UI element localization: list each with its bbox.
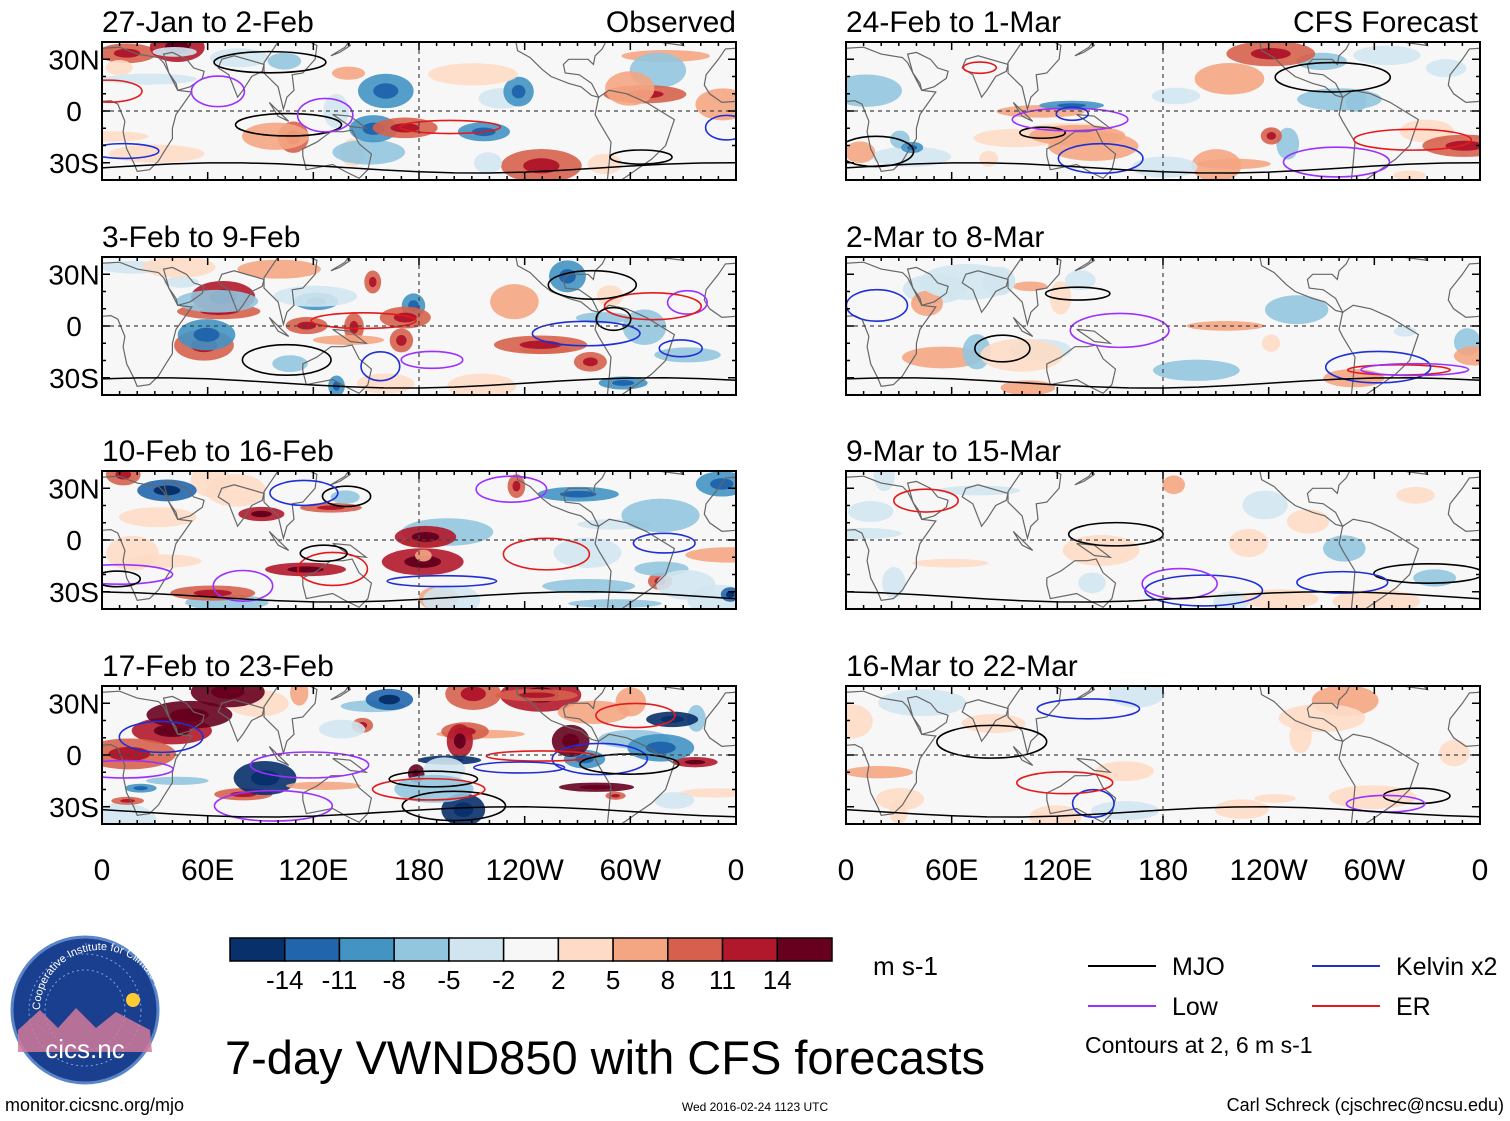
lon-tick-label: 60W xyxy=(1343,854,1405,887)
legend-note: Contours at 2, 6 m s-1 xyxy=(1085,1032,1313,1058)
lon-tick-label: 0 xyxy=(728,854,745,887)
coastlines xyxy=(102,686,736,824)
colorbar-swatch xyxy=(338,937,395,962)
longitude-axis-left: 0 60E 120E 180 120W 60W 0 xyxy=(94,854,745,887)
legend-label: ER xyxy=(1396,993,1431,1021)
lon-tick-label: 120W xyxy=(485,854,564,887)
colorbar-label: 11 xyxy=(709,965,736,995)
colorbar-swatch xyxy=(776,937,833,962)
map-panel-obs-2: 30N 0 30S 3-Feb to 9-Feb xyxy=(48,221,737,396)
wave-contours xyxy=(846,61,1480,178)
colorbar-units: m s-1 xyxy=(873,951,938,981)
map-panel-fc-2: 2-Mar to 8-Mar xyxy=(845,221,1481,396)
lon-tick-label: 180 xyxy=(394,854,444,887)
coastlines xyxy=(102,471,736,609)
panel-period-title: 2-Mar to 8-Mar xyxy=(846,221,1044,254)
map-panel-obs-4: 30N 0 30S 17-Feb to 23-Feb xyxy=(48,650,737,825)
colorbar-label: -2 xyxy=(492,965,515,995)
lat-tick-label: 0 xyxy=(66,740,82,771)
contour-legend: MJO Kelvin x2 Low ER xyxy=(1088,953,1497,1021)
map-panel-fc-4: 16-Mar to 22-Mar xyxy=(845,650,1481,825)
legend-label: Kelvin x2 xyxy=(1396,953,1497,981)
panel-period-title: 17-Feb to 23-Feb xyxy=(102,650,334,683)
wind-anomaly-field xyxy=(846,42,1480,180)
lat-tick-label: 0 xyxy=(66,96,82,127)
colorbar-swatch xyxy=(557,937,614,962)
colorbar-label: -11 xyxy=(322,965,358,995)
colorbar-swatch xyxy=(283,937,341,962)
footer-author: Carl Schreck (cjschrec@ncsu.edu) xyxy=(1227,1095,1504,1115)
lon-tick-label: 0 xyxy=(838,854,855,887)
lon-tick-label: 0 xyxy=(94,854,111,887)
lat-tick-label: 30N xyxy=(48,259,99,290)
wave-contours xyxy=(102,702,736,822)
lat-tick-label: 0 xyxy=(66,311,82,342)
lat-tick-label: 0 xyxy=(66,525,82,556)
footer-timestamp: Wed 2016-02-24 1123 UTC xyxy=(682,1100,829,1114)
colorbar-swatch xyxy=(229,937,286,962)
panel-period-title: 9-Mar to 15-Mar xyxy=(846,435,1061,468)
wind-anomaly-field xyxy=(105,471,736,609)
lat-tick-label: 30S xyxy=(49,363,99,394)
legend-label: Low xyxy=(1172,993,1219,1021)
lon-tick-label: 120W xyxy=(1229,854,1308,887)
colorbar-label: -5 xyxy=(437,965,460,995)
panel-period-title: 27-Jan to 2-Feb xyxy=(102,6,314,39)
lat-tick-label: 30S xyxy=(49,792,99,823)
map-panel-fc-3: 9-Mar to 15-Mar xyxy=(845,435,1481,610)
lon-tick-label: 60E xyxy=(925,854,978,887)
lat-tick-label: 30S xyxy=(49,577,99,608)
lon-tick-label: 60W xyxy=(599,854,661,887)
lon-tick-label: 120E xyxy=(1022,854,1092,887)
colorbar-swatch xyxy=(448,937,505,962)
panel-period-title: 16-Mar to 22-Mar xyxy=(846,650,1078,683)
lat-tick-label: 30N xyxy=(48,688,99,719)
wind-anomaly-field xyxy=(901,264,1480,395)
observed-label: Observed xyxy=(606,6,736,39)
coastlines xyxy=(102,257,736,395)
colorbar-swatch xyxy=(502,937,560,962)
lat-tick-label: 30N xyxy=(48,473,99,504)
panel-period-title: 24-Feb to 1-Mar xyxy=(846,6,1061,39)
footer-url: monitor.cicsnc.org/mjo xyxy=(5,1095,184,1115)
colorbar-label: -14 xyxy=(266,965,304,995)
wind-anomaly-field xyxy=(102,42,736,180)
colorbar-swatch xyxy=(612,937,669,962)
lon-tick-label: 120E xyxy=(278,854,348,887)
colorbar-label: 8 xyxy=(661,965,675,995)
cfs-forecast-label: CFS Forecast xyxy=(1293,6,1479,39)
coastlines xyxy=(846,257,1480,395)
coastlines xyxy=(846,42,1480,180)
colorbar-label: 14 xyxy=(763,965,792,995)
colorbar-swatch xyxy=(667,937,724,962)
colorbar-label: 5 xyxy=(606,965,620,995)
panel-period-title: 10-Feb to 16-Feb xyxy=(102,435,334,468)
lat-tick-label: 30N xyxy=(48,44,99,75)
colorbar-swatch xyxy=(393,937,450,962)
figure-title: 7-day VWND850 with CFS forecasts xyxy=(225,1031,985,1084)
lon-tick-label: 180 xyxy=(1138,854,1188,887)
map-panel-obs-3: 30N 0 30S 10-Feb to 16-Feb xyxy=(48,435,737,610)
lat-tick-label: 30S xyxy=(49,148,99,179)
coastlines xyxy=(846,471,1480,609)
map-panel-obs-1: 30N 0 30S 27-Jan to 2-Feb xyxy=(48,6,737,181)
panel-period-title: 3-Feb to 9-Feb xyxy=(102,221,300,254)
map-panel-fc-1: 24-Feb to 1-Mar xyxy=(845,6,1481,181)
colorbar-label: -8 xyxy=(383,965,406,995)
colorbar: -14 -11 -8 -5 -2 2 5 8 11 14 xyxy=(229,937,833,995)
longitude-axis-right: 0 60E 120E 180 120W 60W 0 xyxy=(838,854,1489,887)
colorbar-label: 2 xyxy=(551,965,565,995)
legend-label: MJO xyxy=(1172,953,1225,981)
logo-text: cics.nc xyxy=(45,1034,124,1064)
colorbar-swatch xyxy=(721,937,779,962)
lon-tick-label: 0 xyxy=(1472,854,1489,887)
lon-tick-label: 60E xyxy=(181,854,234,887)
